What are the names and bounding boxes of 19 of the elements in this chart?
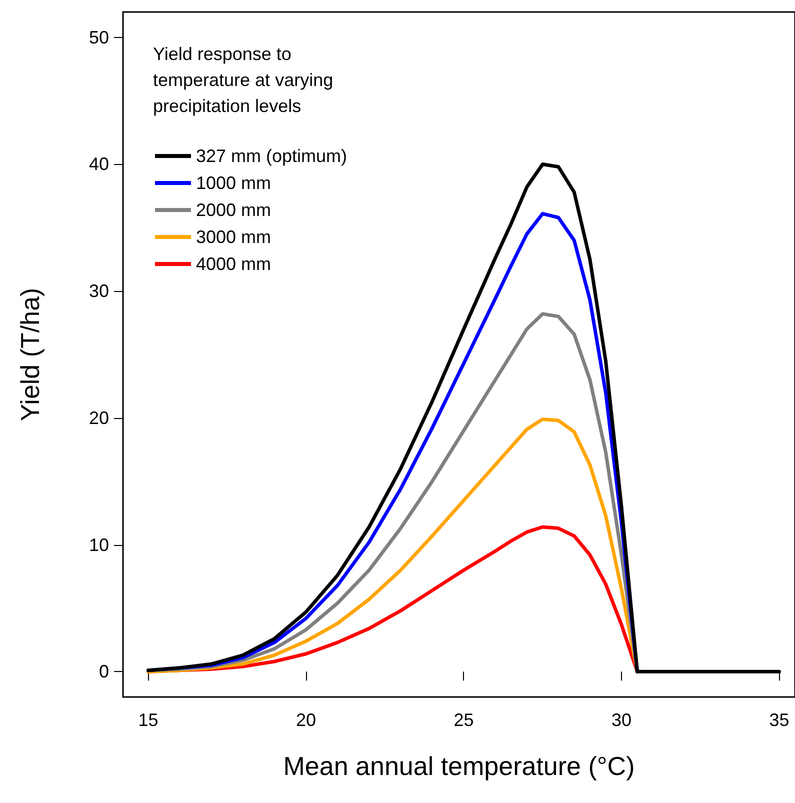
legend-title: Yield response to temperature at varying precipitation levels bbox=[153, 44, 334, 116]
legend-label: 4000 mm bbox=[196, 254, 272, 274]
y-tick-label: 0 bbox=[98, 662, 109, 682]
x-axis-title: Mean annual temperature (°C) bbox=[283, 751, 635, 781]
x-tick-label: 25 bbox=[454, 710, 474, 730]
x-tick-label: 20 bbox=[296, 710, 316, 730]
y-tick-label: 10 bbox=[88, 534, 109, 555]
y-tick-label: 40 bbox=[88, 154, 109, 174]
y-tick-label: 50 bbox=[88, 27, 109, 48]
legend-label: 327 mm (optimum) bbox=[196, 146, 348, 166]
legend-label: 2000 mm bbox=[196, 200, 272, 220]
y-axis-title: Yield (T/ha) bbox=[15, 288, 45, 422]
x-tick-label: 35 bbox=[769, 710, 790, 730]
legend-label: 3000 mm bbox=[196, 227, 272, 247]
x-tick-label: 15 bbox=[138, 710, 158, 730]
x-tick-label: 30 bbox=[611, 710, 632, 730]
y-tick-label: 20 bbox=[88, 408, 109, 428]
legend-label: 1000 mm bbox=[196, 173, 272, 193]
y-tick-label: 30 bbox=[88, 281, 109, 302]
